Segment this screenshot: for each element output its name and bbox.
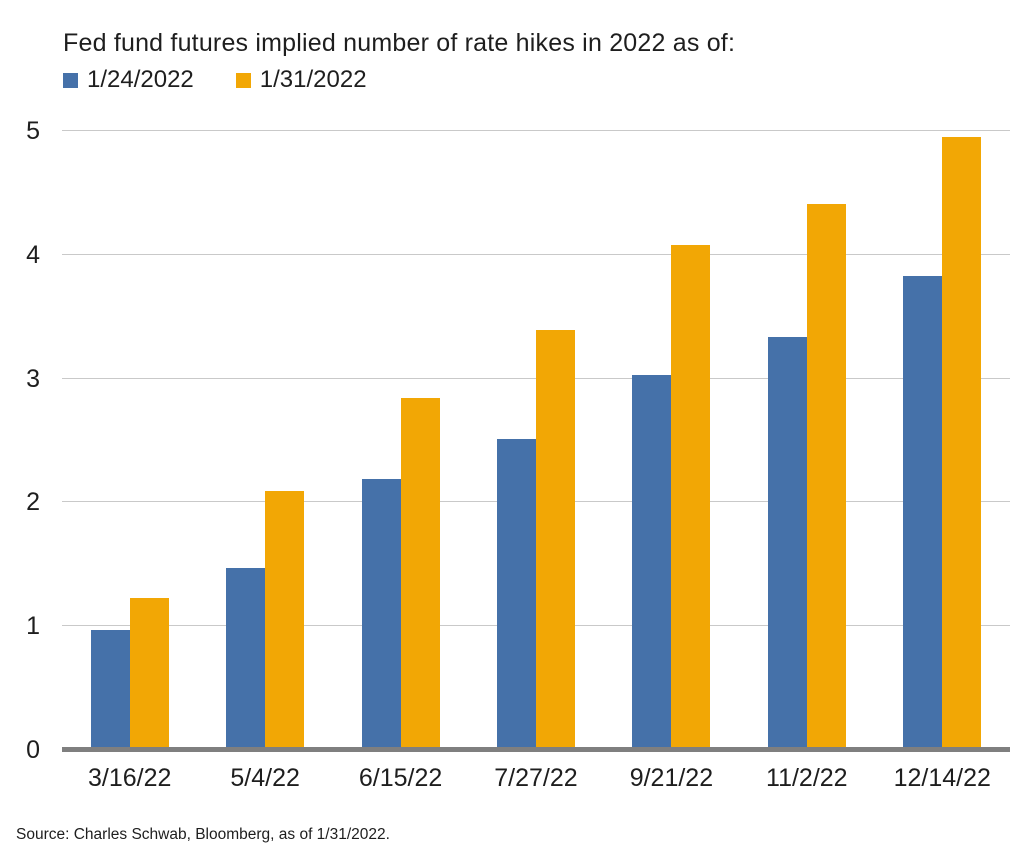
bar-1/31/2022-12/14/22	[942, 137, 982, 750]
y-tick-label-5: 5	[26, 117, 40, 145]
bar-group-5/4/22	[197, 131, 332, 750]
bar-1/31/2022-6/15/22	[400, 398, 440, 750]
bar-1/31/2022-11/2/22	[806, 204, 846, 750]
bar-group-7/27/22	[468, 131, 603, 750]
x-tick-label-6/15/22: 6/15/22	[358, 764, 443, 792]
x-tick-label-3/16/22: 3/16/22	[88, 764, 172, 792]
gridline-4	[62, 253, 1010, 255]
gridline-5	[62, 130, 1010, 131]
bar-1/24/2022-12/14/22	[903, 275, 943, 750]
bar-1/24/2022-3/16/22	[90, 629, 130, 750]
bar-group-11/2/22	[739, 131, 874, 750]
bar-1/31/2022-3/16/22	[129, 597, 169, 750]
bar-1/31/2022-9/21/22	[671, 244, 711, 750]
y-tick-label-1: 1	[26, 612, 40, 641]
bar-1/24/2022-11/2/22	[767, 336, 807, 750]
legend-item-series2: 1/31/2022	[235, 66, 367, 94]
legend-item-series1: 1/24/2022	[63, 66, 194, 94]
bar-group-6/15/22	[333, 131, 468, 750]
bar-1/24/2022-5/4/22	[226, 568, 266, 750]
x-tick-label-5/4/22: 5/4/22	[230, 764, 300, 792]
bar-group-3/16/22	[62, 131, 197, 750]
bar-groups	[62, 131, 1010, 750]
chart-title: Fed fund futures implied number of rate …	[63, 29, 736, 57]
y-tick-label-4: 4	[26, 240, 40, 269]
legend-label-series1: 1/24/2022	[87, 66, 194, 93]
y-tick-label-0: 0	[26, 736, 40, 764]
plot-area	[62, 130, 1010, 752]
x-axis: 3/16/22 5/4/22 6/15/22 7/27/22 9/21/22 11/2/2…	[62, 764, 1010, 793]
bar-1/24/2022-9/21/22	[632, 374, 672, 750]
x-tick-label-11/2/22: 11/2/22	[766, 764, 848, 792]
bar-1/31/2022-7/27/22	[535, 330, 575, 750]
y-tick-label-3: 3	[26, 364, 40, 393]
x-tick-label-7/27/22: 7/27/22	[494, 764, 578, 792]
bar-1/31/2022-5/4/22	[265, 491, 305, 750]
legend-swatch-series1	[63, 72, 78, 88]
bar-1/24/2022-6/15/22	[361, 478, 401, 750]
source-note: Source: Charles Schwab, Bloomberg, as of…	[16, 826, 390, 843]
legend-swatch-series2	[235, 72, 251, 88]
x-tick-label-12/14/22: 12/14/22	[893, 764, 991, 792]
legend-label-series2: 1/31/2022	[259, 66, 367, 93]
bar-1/24/2022-7/27/22	[496, 439, 536, 750]
x-axis-line	[62, 747, 1010, 752]
y-axis: 0 1 2 3 4 5	[0, 117, 44, 764]
bar-group-12/14/22	[875, 131, 1010, 750]
bar-group-9/21/22	[604, 131, 739, 750]
x-tick-label-9/21/22: 9/21/22	[629, 764, 714, 792]
y-tick-label-2: 2	[26, 488, 40, 517]
legend: 1/24/2022 1/31/2022	[63, 66, 367, 94]
